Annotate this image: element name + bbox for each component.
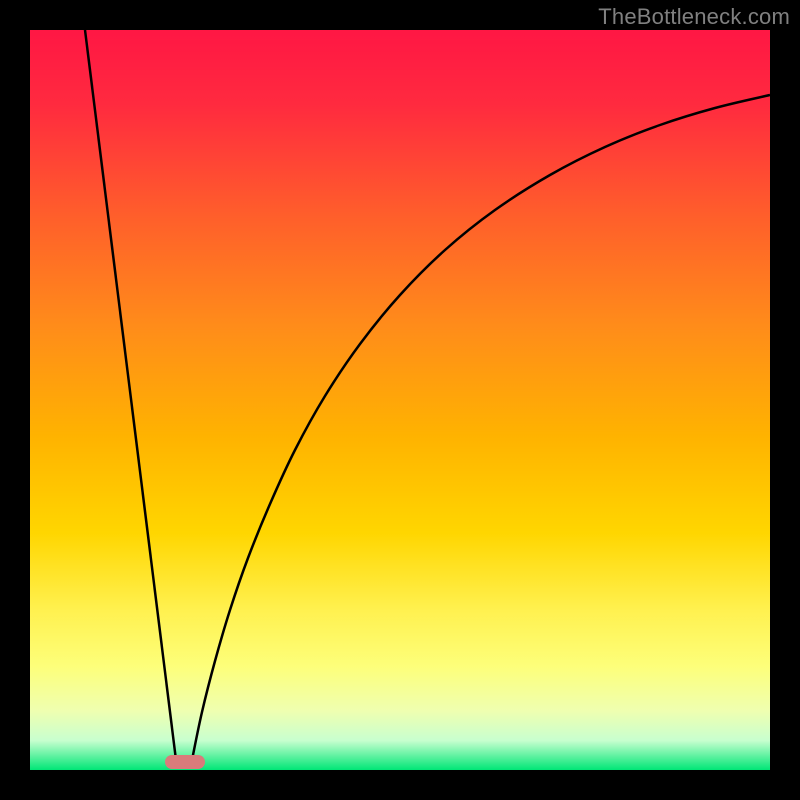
watermark-text: TheBottleneck.com bbox=[598, 4, 790, 30]
plot-svg bbox=[30, 30, 770, 770]
chart-container: TheBottleneck.com bbox=[0, 0, 800, 800]
gradient-background bbox=[30, 30, 770, 770]
optimal-marker bbox=[165, 755, 205, 769]
plot-area bbox=[30, 30, 770, 770]
